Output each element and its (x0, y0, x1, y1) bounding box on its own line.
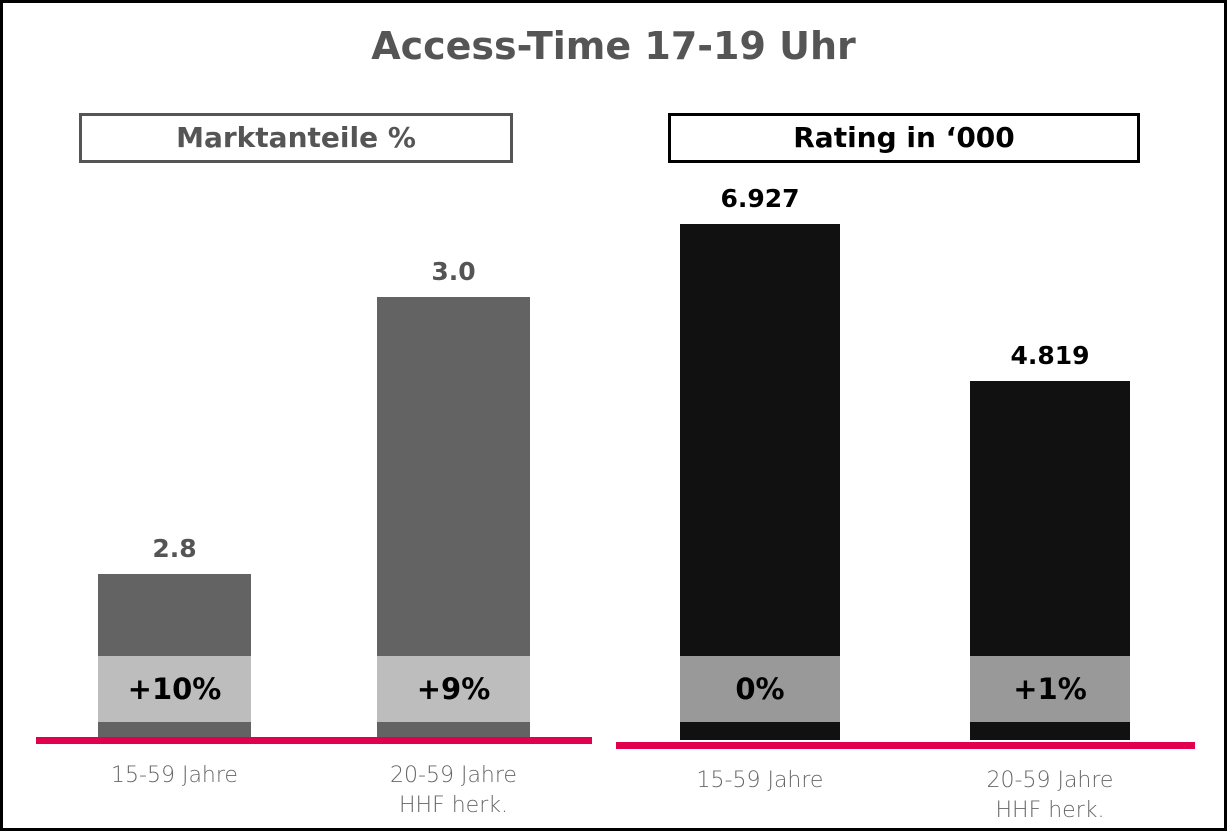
value-label: 6.927 (720, 184, 800, 214)
change-label: +9% (377, 656, 530, 722)
x-tick-label: 15-59 Jahre (111, 763, 238, 788)
value-label: 4.819 (1010, 341, 1090, 371)
change-label: +1% (970, 656, 1130, 722)
bar (680, 224, 840, 740)
page-title: Access-Time 17-19 Uhr (371, 24, 856, 68)
change-label: 0% (680, 656, 840, 722)
baseline (36, 737, 592, 744)
panel-title: Rating in ‘000 (668, 113, 1140, 163)
change-label: +10% (98, 656, 251, 722)
panel-title: Marktanteile % (79, 113, 513, 163)
x-tick-label: 15-59 Jahre (696, 768, 824, 793)
value-label: 2.8 (152, 533, 197, 563)
value-label: 3.0 (431, 256, 476, 286)
x-tick-label: 20-59 Jahre HHF herk. (390, 763, 517, 818)
baseline (616, 742, 1195, 749)
x-tick-label: 20-59 Jahre HHF herk. (986, 768, 1114, 823)
